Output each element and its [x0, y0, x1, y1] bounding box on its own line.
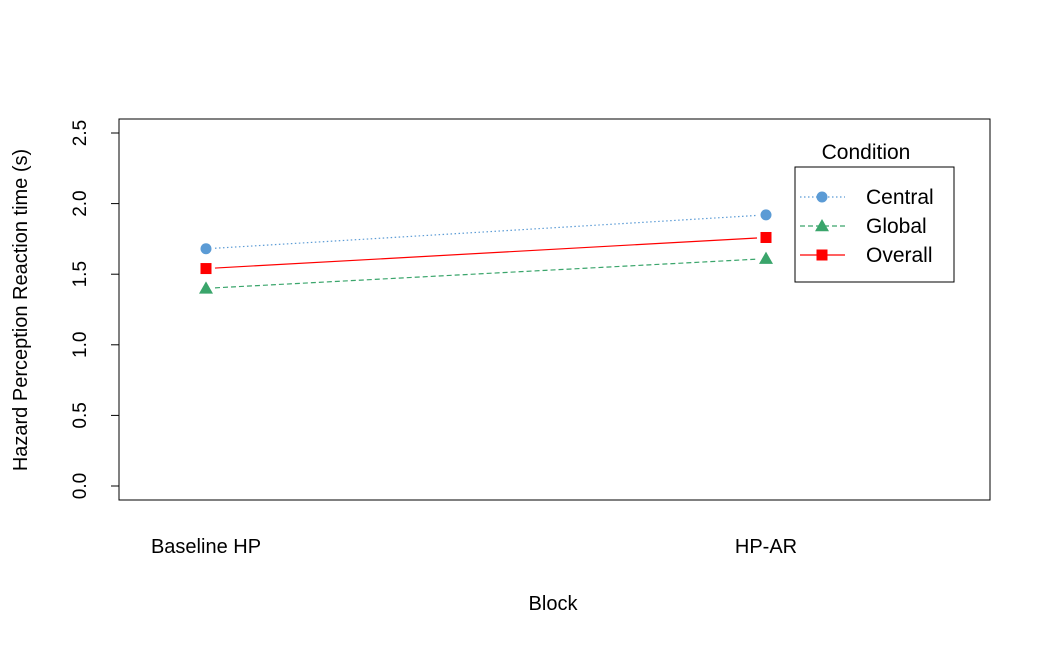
- series-line: [214, 237, 758, 269]
- legend-swatch-marker: [816, 191, 828, 203]
- y-tick-label: 1.5: [70, 261, 91, 287]
- y-tick-label: 2.0: [70, 190, 91, 216]
- plot-frame: [118, 118, 991, 501]
- data-point: [199, 281, 213, 294]
- series-layer: [199, 209, 773, 294]
- x-axis-title: Block: [529, 593, 579, 615]
- y-axis: 0.0 0.5 1.0 1.5 2.0 2.5: [70, 120, 120, 499]
- data-point: [760, 209, 772, 221]
- y-tick-label: 0.5: [70, 402, 91, 428]
- series-overall: [200, 231, 772, 275]
- x-axis-labels: Baseline HP HP-AR: [151, 536, 797, 558]
- data-point: [200, 243, 212, 255]
- x-category-label: HP-AR: [735, 536, 797, 558]
- series-global: [199, 251, 773, 294]
- legend-label: Overall: [866, 244, 933, 267]
- legend-label: Global: [866, 215, 927, 238]
- legend-box: [794, 166, 955, 283]
- legend-title: Condition: [822, 141, 911, 164]
- legend-items: Central Global Overall: [800, 186, 934, 267]
- legend-item-central: Central: [800, 186, 934, 209]
- data-point: [759, 251, 773, 264]
- y-tick-label: 2.5: [70, 120, 91, 146]
- legend-label: Central: [866, 186, 934, 209]
- y-axis-title: Hazard Perception Reaction time (s): [10, 149, 32, 471]
- legend-swatch-marker: [816, 249, 828, 261]
- legend-swatch-marker: [815, 219, 829, 232]
- legend-item-global: Global: [800, 215, 927, 238]
- series-line: [214, 214, 758, 249]
- data-point: [200, 263, 212, 275]
- x-category-label: Baseline HP: [151, 536, 261, 558]
- y-tick-label: 1.0: [70, 332, 91, 358]
- legend-item-overall: Overall: [800, 244, 933, 267]
- data-point: [760, 231, 772, 243]
- legend: Condition Central Global Overall: [794, 141, 955, 283]
- series-line: [214, 258, 758, 289]
- series-central: [200, 209, 772, 255]
- y-tick-label: 0.0: [70, 473, 91, 499]
